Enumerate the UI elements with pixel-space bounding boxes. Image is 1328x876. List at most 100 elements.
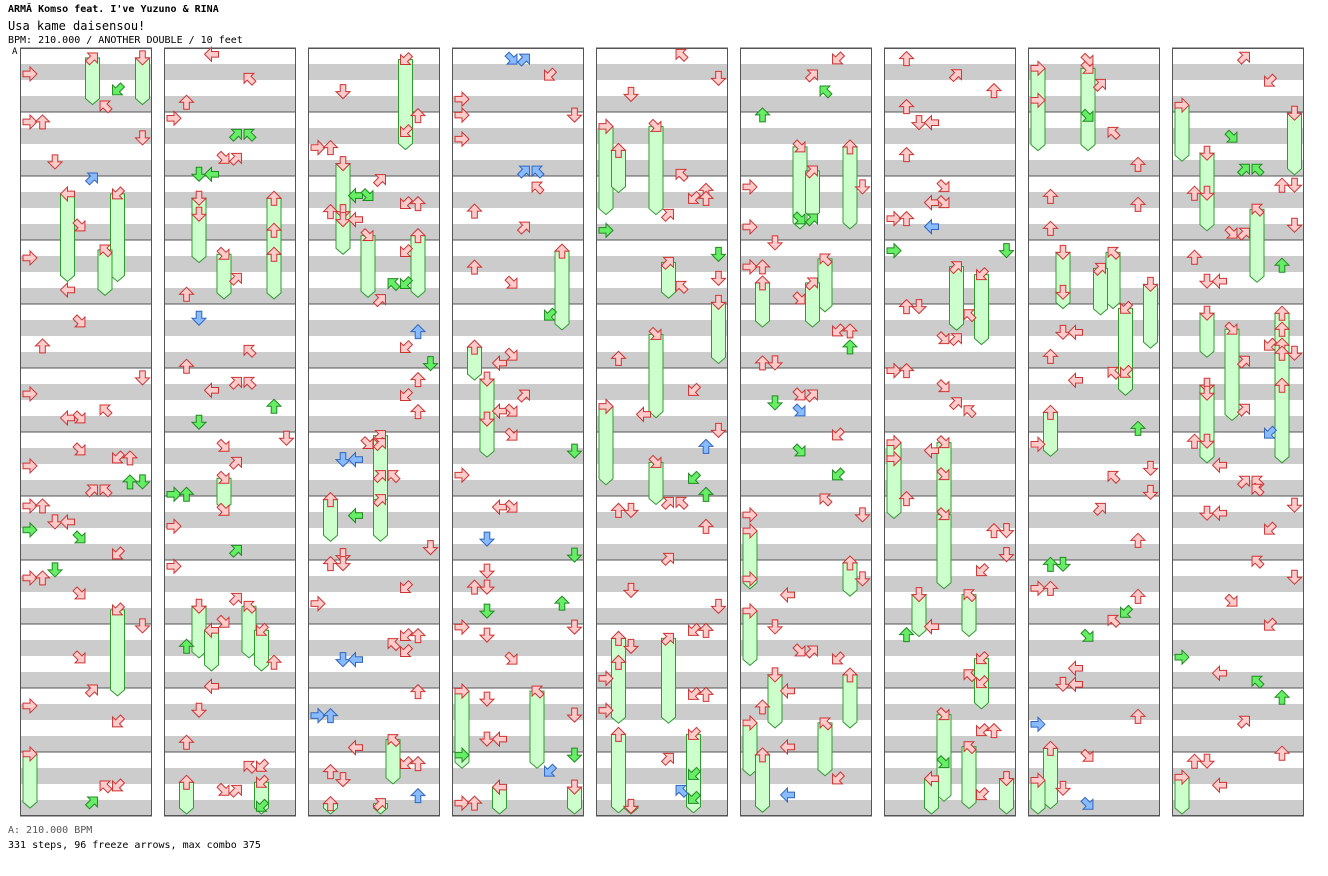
- step-arrow: [372, 438, 386, 452]
- step-arrow: [334, 84, 352, 100]
- step-arrow: [1236, 163, 1250, 177]
- step-arrow: [936, 755, 950, 769]
- beat-stripe: [452, 800, 584, 816]
- step-arrow: [1211, 664, 1228, 682]
- step-arrow: [409, 227, 427, 244]
- step-arrow: [478, 691, 496, 707]
- beat-stripe: [1028, 800, 1160, 816]
- beat-stripe: [20, 192, 152, 208]
- step-arrow: [819, 253, 833, 267]
- step-arrow: [322, 707, 339, 724]
- step-arrow: [832, 323, 846, 337]
- step-arrow: [1107, 366, 1121, 380]
- step-arrow: [936, 379, 950, 393]
- step-arrow: [819, 85, 833, 99]
- step-arrow: [491, 778, 507, 796]
- beat-stripe: [164, 64, 296, 80]
- beat-stripe: [308, 64, 440, 80]
- step-arrow: [478, 411, 496, 427]
- beat-stripe: [164, 512, 296, 528]
- freeze-arrow: [805, 170, 820, 220]
- step-arrow: [742, 570, 758, 588]
- step-arrow: [409, 107, 427, 124]
- step-arrow: [710, 294, 727, 311]
- step-arrow: [923, 114, 939, 131]
- step-arrow: [697, 518, 715, 534]
- step-arrow: [598, 398, 614, 415]
- step-arrow: [976, 563, 990, 577]
- step-arrow: [688, 766, 702, 780]
- chart-column: [164, 47, 296, 817]
- beat-stripe: [308, 160, 440, 176]
- beat-stripe: [1028, 448, 1160, 464]
- step-arrow: [112, 450, 126, 464]
- freeze-arrow: [97, 249, 113, 297]
- beat-stripe: [1172, 512, 1304, 528]
- step-arrow: [1236, 715, 1250, 729]
- step-arrow: [766, 667, 784, 683]
- step-arrow: [1129, 708, 1147, 724]
- step-arrow: [190, 702, 208, 718]
- step-arrow: [409, 787, 427, 804]
- step-arrow: [804, 213, 818, 227]
- freeze-arrow: [410, 235, 426, 298]
- step-arrow: [46, 562, 64, 578]
- step-arrow: [660, 208, 674, 223]
- step-arrow: [278, 430, 295, 446]
- step-arrow: [1224, 321, 1238, 335]
- freeze-arrow: [1043, 747, 1058, 810]
- freeze-arrow: [648, 461, 664, 506]
- step-arrow: [203, 678, 219, 695]
- step-arrow: [1107, 614, 1121, 628]
- step-arrow: [1264, 617, 1278, 631]
- step-arrow: [99, 780, 113, 794]
- step-arrow: [1236, 227, 1250, 241]
- step-arrow: [1264, 521, 1278, 535]
- beat-stripe: [164, 672, 296, 688]
- freeze-arrow: [360, 235, 376, 298]
- beat-stripe: [884, 128, 1016, 144]
- step-arrow: [1080, 108, 1094, 122]
- step-arrow: [491, 498, 507, 516]
- beat-stripe: [452, 480, 584, 496]
- step-arrow: [832, 771, 846, 785]
- beat-stripe: [1028, 480, 1160, 496]
- beat-stripe: [1028, 512, 1160, 528]
- step-arrow: [22, 457, 38, 475]
- beat-stripe: [596, 416, 728, 432]
- step-arrow: [112, 546, 126, 560]
- step-arrow: [478, 579, 496, 595]
- step-arrow: [454, 618, 470, 636]
- column-border: [452, 48, 584, 816]
- beat-stripe: [596, 288, 728, 304]
- step-arrow: [409, 755, 427, 772]
- step-arrow: [598, 222, 614, 239]
- step-arrow: [1054, 244, 1072, 261]
- beat-stripe: [308, 128, 440, 144]
- step-arrow: [1251, 163, 1265, 177]
- step-arrow: [59, 409, 75, 427]
- step-arrow: [742, 506, 758, 524]
- step-arrow: [178, 774, 195, 790]
- step-arrow: [1286, 105, 1303, 121]
- step-arrow: [216, 502, 230, 516]
- step-arrow: [409, 371, 427, 388]
- step-arrow: [804, 645, 818, 659]
- beat-stripe: [740, 608, 872, 624]
- step-arrow: [1030, 60, 1046, 77]
- beat-stripe: [740, 512, 872, 528]
- step-arrow: [792, 387, 806, 401]
- step-arrow: [322, 139, 339, 156]
- step-arrow: [22, 569, 38, 587]
- step-arrow: [1080, 60, 1094, 74]
- beat-stripe: [308, 576, 440, 592]
- step-arrow: [710, 598, 727, 615]
- step-arrow: [710, 70, 727, 87]
- step-arrow: [976, 787, 990, 801]
- step-arrow: [178, 638, 195, 654]
- beat-stripe: [452, 416, 584, 432]
- step-arrow: [190, 598, 208, 614]
- step-arrow: [228, 128, 242, 142]
- step-arrow: [112, 778, 126, 792]
